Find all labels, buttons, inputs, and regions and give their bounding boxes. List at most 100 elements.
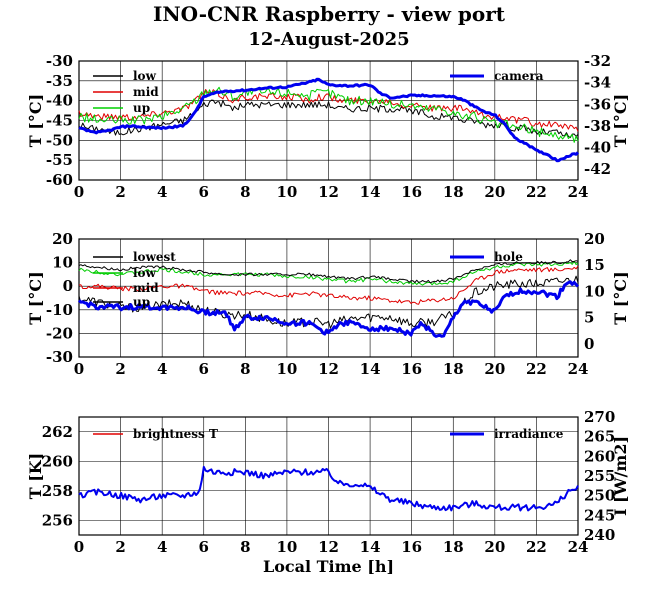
y2-tick-label: -38: [584, 117, 611, 135]
y2-tick-label: -32: [584, 52, 611, 70]
x-tick-label: 24: [568, 183, 589, 201]
y-tick-label: 10: [52, 254, 73, 272]
x-tick-label: 18: [443, 183, 464, 201]
y2-tick-label: 240: [584, 526, 615, 544]
y2-axis-label: T [°C]: [611, 271, 630, 324]
y-tick-label: -55: [46, 151, 73, 169]
y2-tick-label: 10: [584, 282, 605, 300]
x-tick-label: 6: [199, 360, 209, 378]
y2-tick-label: 20: [584, 230, 605, 248]
panel-1: 0 2 4 6 8 10 12 14 16 18 20 22 24-30-35-40-45-50-55-…: [26, 52, 630, 201]
series-line-irradiance: [78, 465, 579, 512]
series-line-hole: [77, 280, 580, 338]
y-tick-label: -30: [46, 348, 73, 366]
y2-tick-label: -36: [584, 95, 611, 113]
y-tick-label: -35: [46, 72, 73, 90]
x-tick-label: 14: [360, 183, 381, 201]
x-tick-label: 20: [484, 183, 505, 201]
x-tick-label: 6: [199, 538, 209, 556]
x-tick-label: 2: [115, 538, 125, 556]
y-axis-label: T [K]: [26, 453, 45, 500]
legend-label: low: [133, 266, 157, 280]
x-tick-label: 4: [157, 183, 167, 201]
x-tick-label: 6: [199, 183, 209, 201]
x-tick-label: 24: [568, 360, 589, 378]
y-tick-label: -60: [46, 171, 73, 189]
y2-tick-label: -34: [584, 74, 611, 92]
x-tick-label: 10: [276, 360, 297, 378]
series-line-camera: [78, 77, 580, 163]
x-tick-label: 20: [484, 360, 505, 378]
series-line-low: [78, 260, 579, 286]
chart-subtitle: 12-August-2025: [248, 29, 409, 50]
x-tick-label: 8: [240, 360, 250, 378]
y-tick-label: 258: [42, 482, 73, 500]
x-tick-label: 10: [276, 183, 297, 201]
y-tick-label: -45: [46, 112, 73, 130]
x-tick-label: 14: [360, 538, 381, 556]
legend-label: up: [133, 295, 150, 309]
x-tick-label: 0: [74, 183, 84, 201]
x-tick-label: 18: [443, 360, 464, 378]
y-tick-label: -10: [46, 301, 73, 319]
y2-tick-label: 250: [584, 487, 615, 505]
y2-axis-label: I [W/m2]: [611, 436, 630, 516]
x-tick-label: 12: [318, 538, 339, 556]
y2-tick-label: 5: [584, 309, 594, 327]
y2-tick-label: 15: [584, 256, 605, 274]
legend-label: mid: [133, 281, 159, 295]
legend-label: low: [133, 69, 157, 83]
legend-label: camera: [494, 69, 544, 83]
legend-label: mid: [133, 85, 159, 99]
legend-label: irradiance: [494, 427, 564, 441]
legend-label: brightness T: [133, 427, 218, 441]
plot-frame: [78, 60, 579, 181]
y-tick-label: 260: [42, 452, 73, 470]
x-tick-label: 16: [401, 360, 422, 378]
series-line-up: [78, 259, 579, 284]
x-tick-label: 16: [401, 183, 422, 201]
series-line-lowest: [78, 275, 579, 329]
plot-frame: [78, 238, 579, 358]
x-tick-label: 22: [526, 538, 547, 556]
y-axis-label: T [°C]: [26, 271, 45, 324]
x-tick-label: 20: [484, 538, 505, 556]
panels-group: 0 2 4 6 8 10 12 14 16 18 20 22 24-30-35-40-45-50-55-…: [26, 52, 630, 576]
x-tick-label: 8: [240, 538, 250, 556]
y-tick-label: 256: [42, 511, 73, 529]
y-tick-label: -30: [46, 52, 73, 70]
y-tick-label: 0: [63, 277, 73, 295]
x-tick-label: 24: [568, 538, 589, 556]
y2-tick-label: 270: [584, 408, 615, 426]
panel-2: 0 2 4 6 8 10 12 14 16 18 20 22 2420100-10-20-3020151…: [26, 230, 630, 378]
x-tick-label: 4: [157, 360, 167, 378]
y-tick-label: 20: [52, 230, 73, 248]
y-tick-label: 262: [42, 423, 73, 441]
x-tick-label: 18: [443, 538, 464, 556]
x-tick-label: 14: [360, 360, 381, 378]
x-tick-label: 4: [157, 538, 167, 556]
x-tick-label: 0: [74, 360, 84, 378]
x-tick-label: 10: [276, 538, 297, 556]
x-tick-label: 12: [318, 183, 339, 201]
panel-3: 0 2 4 6 8 10 12 14 16 18 20 22 242622602582562702652…: [26, 408, 630, 576]
x-tick-label: 22: [526, 360, 547, 378]
y-tick-label: -50: [46, 131, 73, 149]
y2-tick-label: 265: [584, 428, 615, 446]
y2-tick-label: 0: [584, 335, 594, 353]
series-line-low: [78, 99, 579, 139]
legend-label: lowest: [133, 250, 176, 264]
x-tick-label: 12: [318, 360, 339, 378]
x-axis-label: Local Time [h]: [263, 557, 394, 576]
y2-tick-label: -40: [584, 139, 611, 157]
legend-label: hole: [494, 250, 523, 264]
x-tick-label: 8: [240, 183, 250, 201]
y-tick-label: -40: [46, 92, 73, 110]
x-tick-label: 2: [115, 360, 125, 378]
y2-tick-label: -42: [584, 160, 611, 178]
x-tick-label: 22: [526, 183, 547, 201]
y2-tick-label: 245: [584, 506, 615, 524]
y2-tick-label: 255: [584, 467, 615, 485]
x-tick-label: 0: [74, 538, 84, 556]
